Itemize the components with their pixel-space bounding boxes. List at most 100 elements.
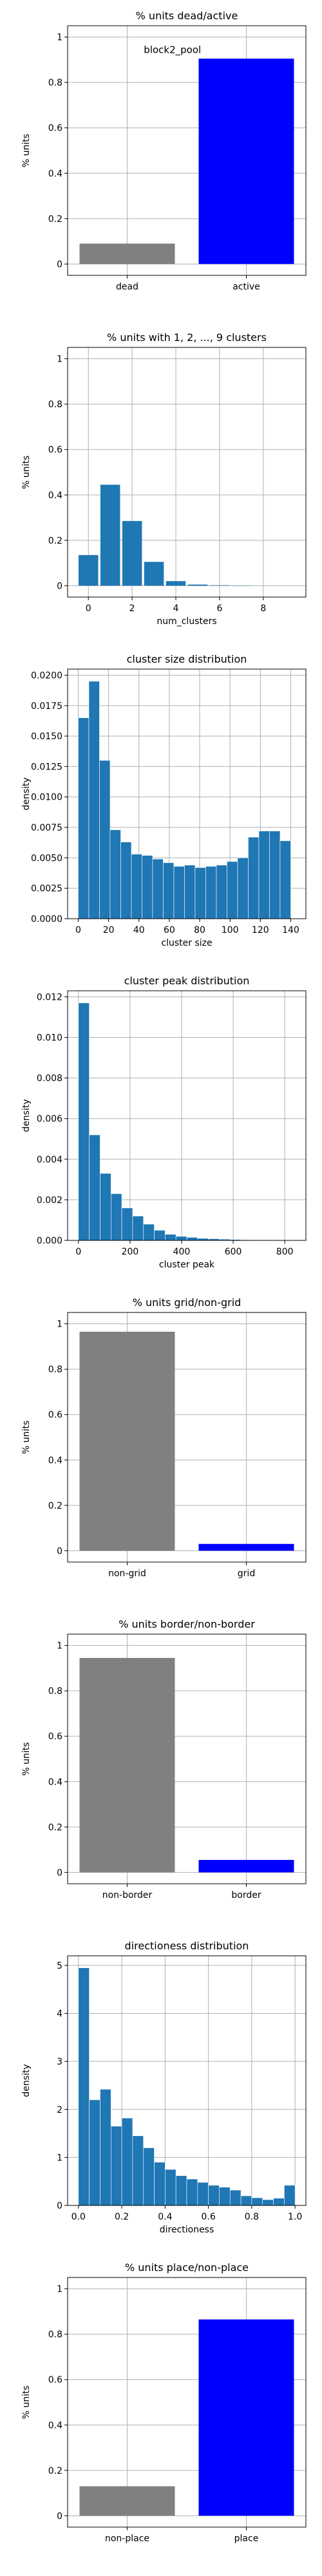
y-axis-ticks: 00.20.40.60.81 [48, 2285, 68, 2522]
bar-non-grid [80, 1332, 175, 1550]
y-tick-label: 5 [57, 1961, 62, 1971]
y-tick-label: 1 [57, 33, 62, 43]
bars [79, 1968, 295, 2205]
x-tick-label: 0 [75, 925, 81, 935]
y-axis-ticks: 00.20.40.60.81 [48, 1641, 68, 1879]
x-tick-label: 0 [86, 603, 91, 614]
y-tick-label: 0.6 [48, 2375, 62, 2386]
histogram-bar [122, 1208, 133, 1240]
histogram-bar [120, 842, 131, 919]
x-tick-label: 0 [75, 1247, 81, 1257]
bar-non-border [80, 1658, 175, 1872]
histogram-bar [144, 1224, 155, 1240]
y-tick-label: 0.8 [48, 1686, 62, 1697]
x-tick-label: grid [238, 1569, 255, 1579]
histogram-bar [78, 718, 88, 919]
bars [78, 681, 290, 919]
y-tick-label: 0 [57, 259, 62, 270]
bars [79, 484, 251, 585]
y-tick-label: 0.4 [48, 1777, 62, 1787]
bar-grid [199, 1544, 294, 1551]
y-tick-label: 0.6 [48, 1732, 62, 1742]
histogram-bar [165, 1235, 176, 1240]
bar-place [199, 2319, 294, 2516]
bars [80, 1658, 294, 1872]
y-tick-label: 0.0175 [31, 701, 62, 712]
y-tick-label: 1 [57, 2153, 62, 2163]
histogram-bar [176, 2176, 187, 2205]
y-tick-label: 0.8 [48, 1365, 62, 1375]
y-axis-label: % units [21, 1742, 32, 1776]
chart-title: % units grid/non-grid [133, 1296, 242, 1309]
y-tick-label: 0.6 [48, 445, 62, 455]
x-tick-label: 400 [173, 1247, 191, 1257]
chart-title: % units with 1, 2, ..., 9 clusters [107, 331, 267, 344]
histogram-bar [90, 2100, 100, 2205]
bar-border [199, 1860, 294, 1872]
histogram-bar [122, 2118, 133, 2205]
histogram-bar [144, 2148, 155, 2205]
chart-panel-8: 00.20.40.60.81 non-place place % units plac… [21, 2261, 306, 2544]
x-tick-label: 800 [276, 1247, 294, 1257]
histogram-bar [184, 865, 194, 919]
y-tick-label: 0 [57, 581, 62, 591]
y-tick-label: 4 [57, 2009, 62, 2019]
histogram-bar [230, 2190, 241, 2205]
histogram-bar [79, 1968, 90, 2205]
histogram-bar [227, 861, 237, 919]
histogram-bar [133, 2136, 144, 2205]
x-tick-label: 6 [216, 603, 222, 614]
histogram-bar [205, 867, 216, 919]
bar-4 [166, 581, 186, 585]
chart-panel-3: 0.00000.00250.00500.00750.01000.01250.01… [21, 653, 306, 948]
histogram-bar [219, 2187, 230, 2205]
y-tick-label: 0.008 [37, 1074, 62, 1084]
x-tick-label: 200 [122, 1247, 139, 1257]
x-axis-label: num_clusters [156, 616, 216, 627]
y-tick-label: 0.8 [48, 78, 62, 88]
x-tick-label: 80 [194, 925, 205, 935]
histogram-bar [163, 863, 173, 919]
y-tick-label: 0.004 [37, 1155, 62, 1165]
y-tick-label: 0.4 [48, 1455, 62, 1466]
y-tick-label: 0.2 [48, 1501, 62, 1511]
y-tick-label: 0.6 [48, 124, 62, 134]
bar-2 [122, 521, 142, 586]
y-tick-label: 0.0100 [31, 793, 62, 803]
bar-6 [210, 585, 230, 586]
y-tick-label: 1 [57, 2285, 62, 2295]
histogram-bar [280, 841, 290, 919]
bar-5 [188, 585, 208, 586]
histogram-bar [110, 830, 120, 919]
x-tick-label: 0.2 [115, 2212, 129, 2222]
x-axis-ticks: non-place place [105, 2527, 258, 2544]
bar-active [199, 59, 294, 264]
histogram-bar [155, 2162, 166, 2205]
bar-non-place [80, 2487, 175, 2516]
chart-title: % units dead/active [136, 10, 238, 22]
y-axis-label: % units [21, 2386, 32, 2419]
x-tick-label: dead [116, 282, 138, 292]
x-tick-label: border [231, 1890, 261, 1900]
x-tick-label: non-place [105, 2534, 149, 2544]
y-axis-label: density [21, 777, 32, 810]
y-axis-label: density [21, 2064, 32, 2097]
histogram-bar [241, 2196, 252, 2205]
bar-3 [144, 562, 164, 585]
x-tick-label: 40 [133, 925, 145, 935]
histogram-bar [195, 868, 205, 919]
x-tick-label: place [234, 2534, 259, 2544]
y-tick-label: 0.4 [48, 169, 62, 179]
bars [80, 1332, 294, 1550]
y-tick-label: 0.2 [48, 1823, 62, 1833]
histogram-bar [79, 1003, 90, 1240]
histogram-bar [198, 2182, 209, 2205]
y-tick-label: 0.000 [37, 1236, 62, 1246]
y-tick-label: 0 [57, 1868, 62, 1878]
y-axis-label: density [21, 1099, 32, 1132]
